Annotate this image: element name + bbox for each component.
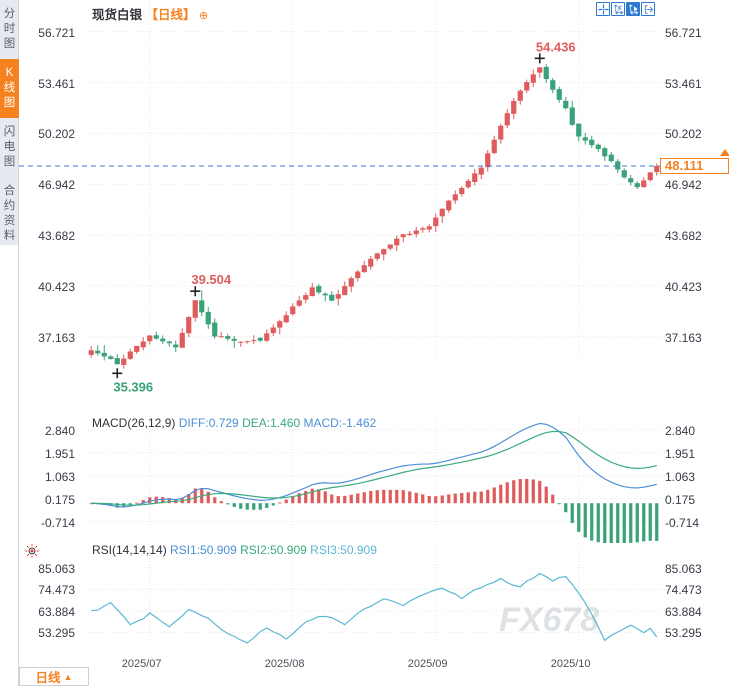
svg-text:39.504: 39.504 <box>191 272 232 287</box>
svg-text:35.396: 35.396 <box>113 379 153 394</box>
svg-text:54.436: 54.436 <box>536 39 576 54</box>
